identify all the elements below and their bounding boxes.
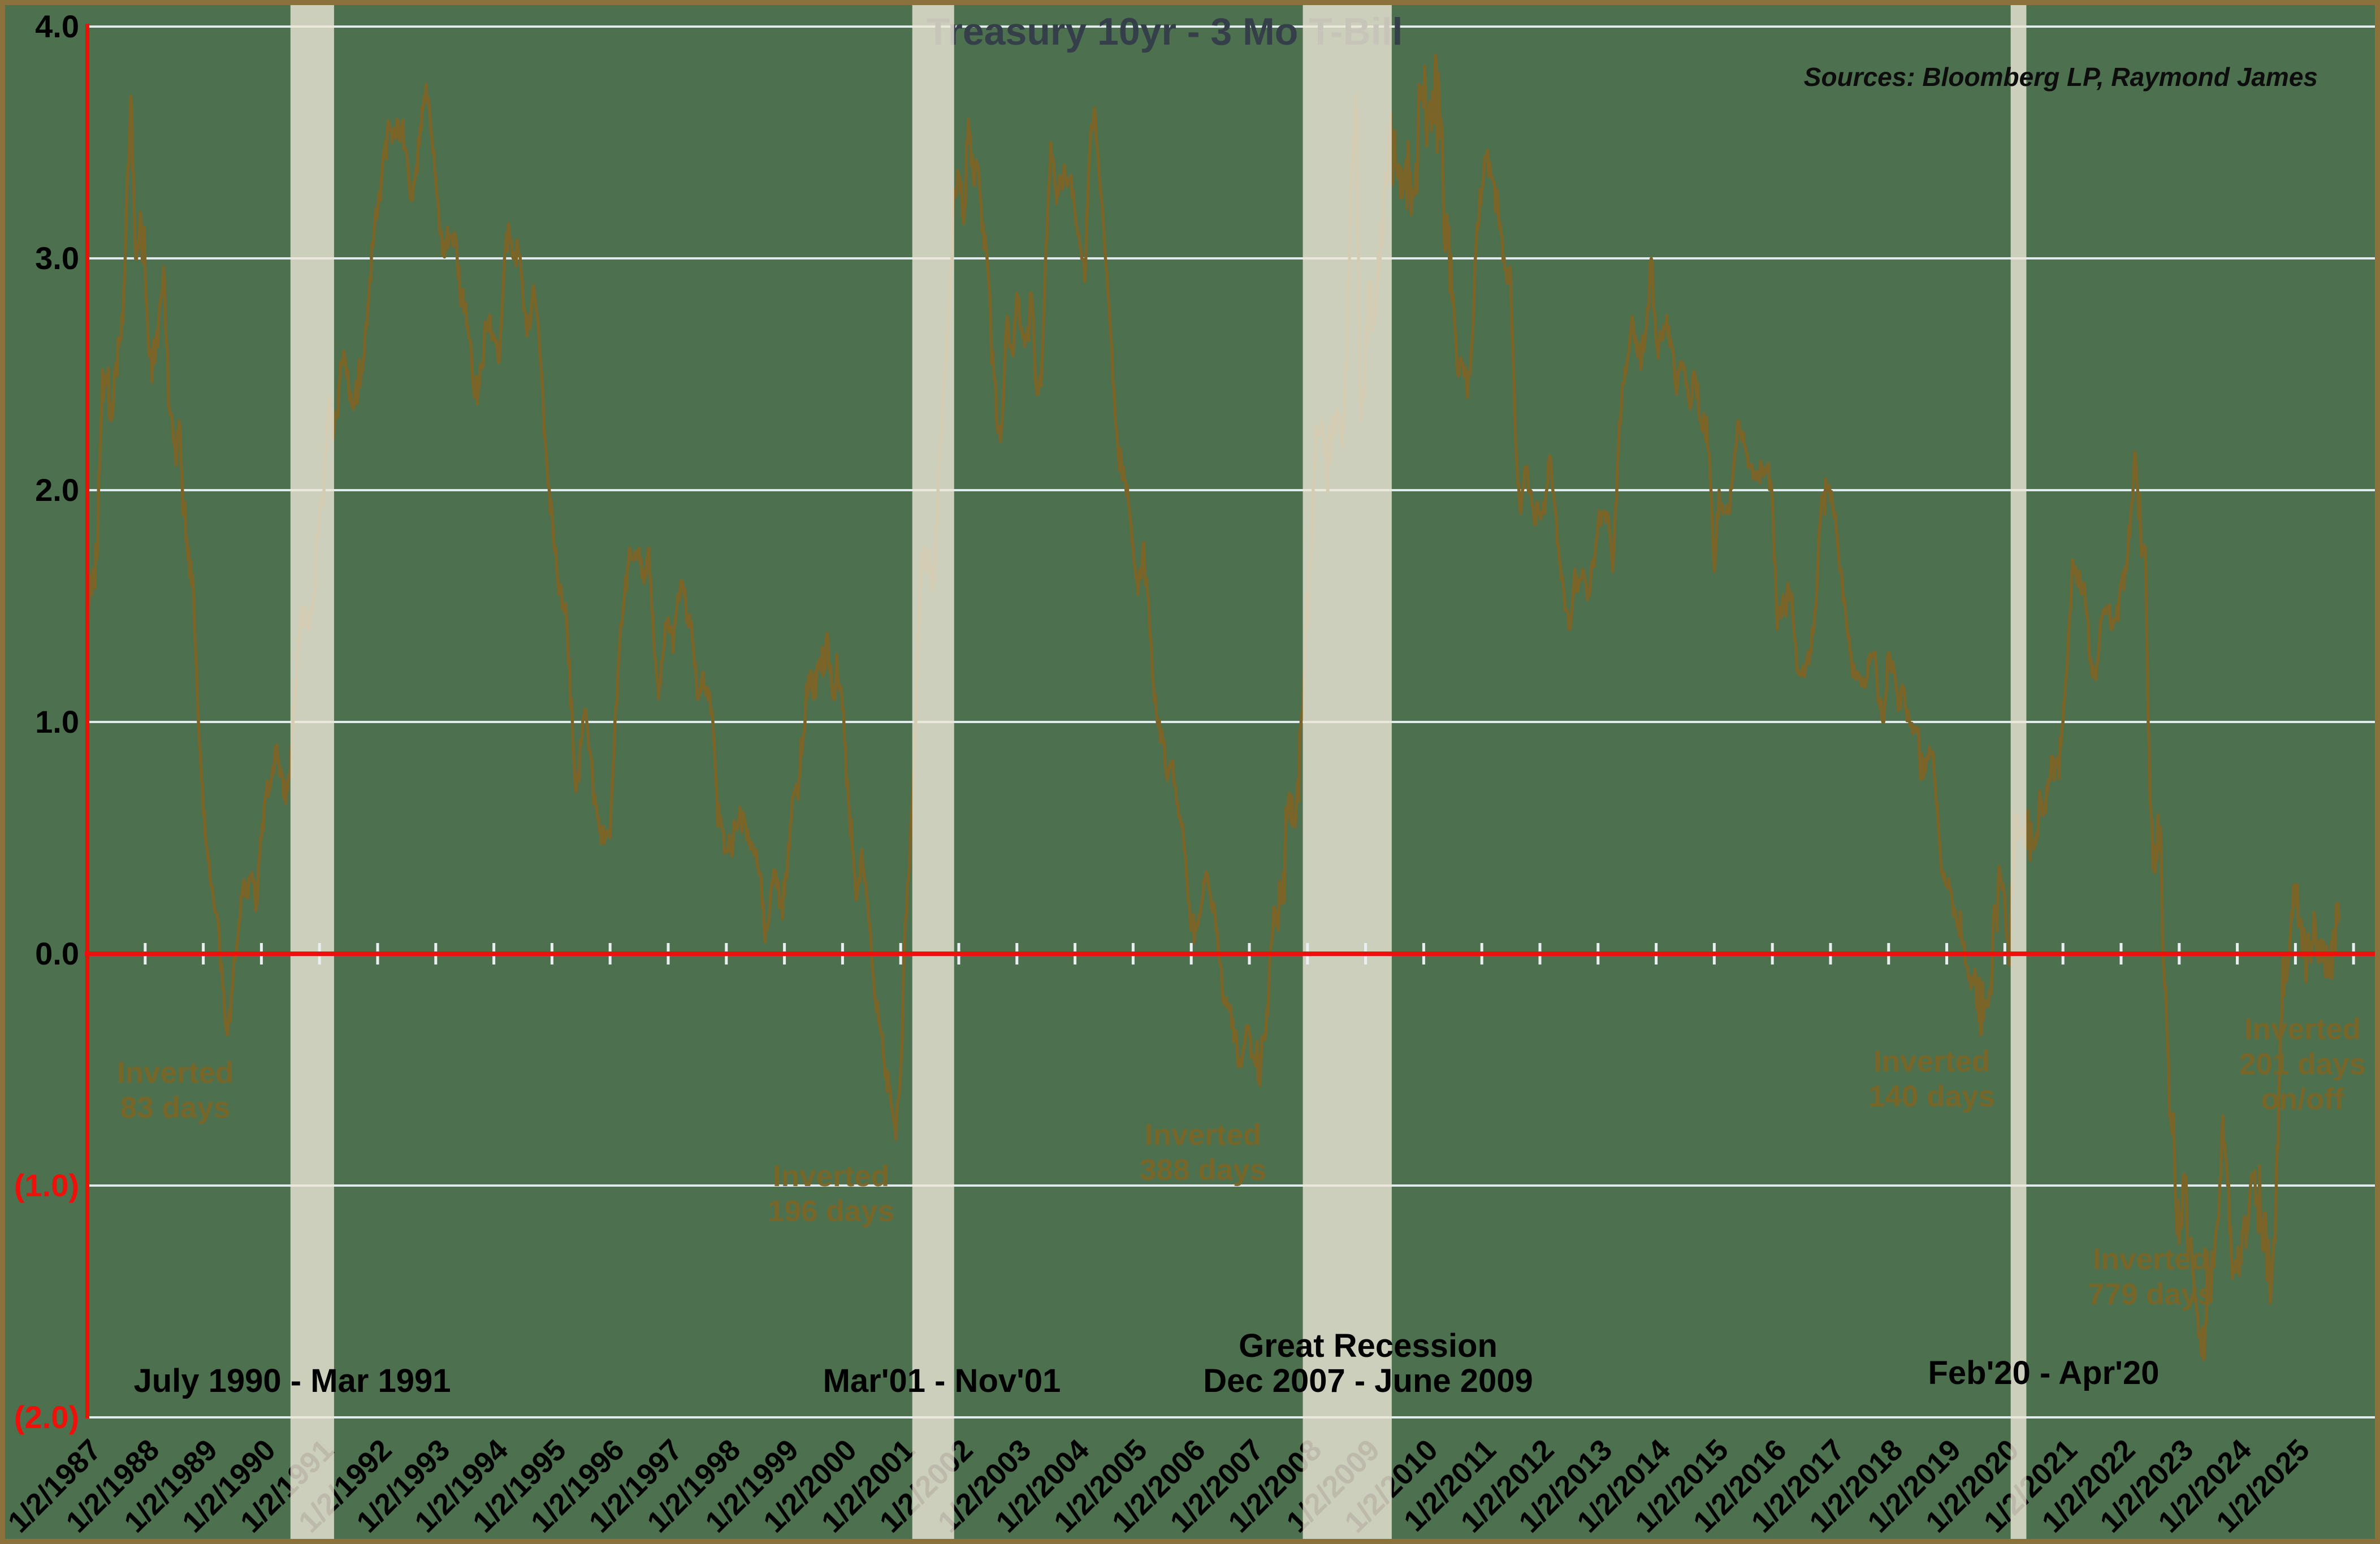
- y-axis-line: [85, 24, 89, 1418]
- inversion-annotation: 196 days: [768, 1195, 894, 1228]
- recession-label: Dec 2007 - June 2009: [1203, 1363, 1533, 1399]
- inversion-annotation: on/off: [2261, 1083, 2344, 1116]
- zero-line: [85, 952, 2378, 956]
- recession-band: [1302, 5, 1392, 1539]
- inversion-annotation: 201 days: [2239, 1048, 2366, 1081]
- spread-polyline: [86, 53, 2341, 1361]
- inversion-annotation: Inverted: [1873, 1045, 1990, 1078]
- axes: [85, 24, 2378, 1418]
- y-axis-label: (1.0): [14, 1167, 79, 1203]
- y-axis-label: 0.0: [35, 936, 79, 971]
- recession-label: Feb'20 - Apr'20: [1928, 1355, 2159, 1391]
- y-axis-label: 3.0: [35, 240, 79, 276]
- sources-note: Sources: Bloomberg LP, Raymond James: [1804, 62, 2318, 92]
- inversion-annotation: 140 days: [1868, 1080, 1995, 1113]
- inversion-annotation: Inverted: [773, 1160, 889, 1193]
- gridlines: [87, 25, 2378, 1418]
- recession-band: [912, 5, 954, 1539]
- inversion-annotation: Inverted: [117, 1056, 233, 1089]
- inversion-annotation: Inverted: [2244, 1013, 2361, 1046]
- inversion-annotation: 388 days: [1140, 1153, 1266, 1187]
- recession-band: [290, 5, 334, 1539]
- y-axis-labels: 4.0 3.0 2.0 1.0 0.0 (1.0) (2.0): [14, 8, 79, 1435]
- inversion-annotation: 83 days: [120, 1091, 230, 1125]
- inversion-annotation: Inverted: [2093, 1243, 2209, 1276]
- recession-band: [2010, 5, 2027, 1539]
- y-axis-label: 1.0: [35, 704, 79, 739]
- recession-bands: [290, 5, 2027, 1539]
- y-axis-label: 2.0: [35, 472, 79, 508]
- inversion-annotation: 779 days: [2088, 1278, 2214, 1311]
- recession-label: Great Recession: [1239, 1327, 1498, 1364]
- y-axis-label: 4.0: [35, 8, 79, 44]
- recession-label: Mar'01 - Nov'01: [823, 1363, 1061, 1399]
- recession-label: July 1990 - Mar 1991: [133, 1363, 451, 1399]
- spread-line: [86, 53, 2341, 1361]
- recession-labels: July 1990 - Mar 1991 Mar'01 - Nov'01 Great…: [133, 1327, 2159, 1399]
- inversion-annotation: Inverted: [1145, 1118, 1261, 1152]
- y-axis-label: (2.0): [14, 1399, 79, 1435]
